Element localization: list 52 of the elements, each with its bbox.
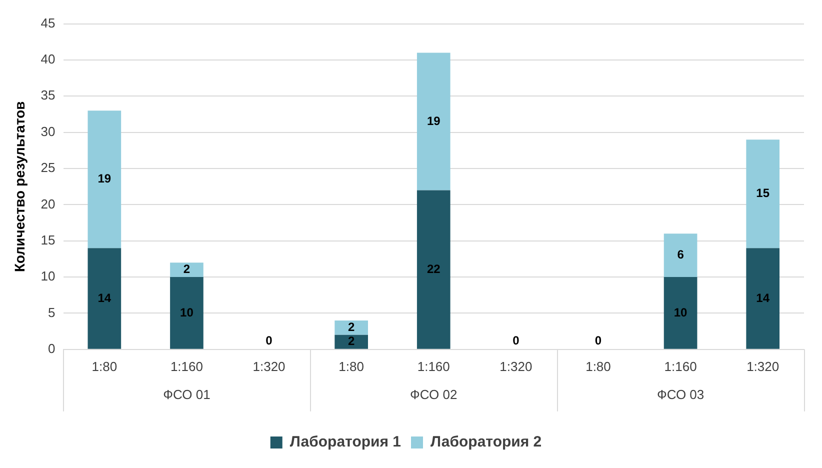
bar [746,248,780,349]
data-label: 19 [426,114,441,128]
x-tick-label: 1:320 [252,358,286,374]
y-tick-label: 40 [40,52,56,67]
x-tick-label: 1:320 [746,358,780,374]
x-tick-label: 1:160 [417,358,450,374]
x-tick-label: 1:80 [586,358,611,374]
x-tick-label: 1:80 [92,358,118,374]
data-label: 14 [98,290,112,305]
bar [334,334,368,349]
bar [416,52,450,190]
x-tick-label: 1:160 [664,358,697,374]
data-label: 0 [594,334,602,348]
data-label: 22 [426,262,441,276]
bar [334,320,368,335]
data-label: 6 [677,248,684,262]
data-label: 10 [674,305,688,320]
data-label: 2 [348,320,355,334]
bar [664,234,698,278]
bar [170,277,204,349]
data-label: 10 [180,305,194,320]
legend-label: Лаборатория 2 [430,434,542,451]
x-tick-label: 1:320 [500,358,532,374]
y-tick-label: 20 [40,196,56,212]
data-label: 2 [183,262,190,276]
bar [88,110,122,248]
y-axis-title: Количество результатов [11,100,28,272]
y-tick-label: 5 [48,304,56,320]
text: ФСО 01 [163,386,210,402]
text: ФСО 03 [656,386,704,402]
bar [746,140,780,248]
y-tick-label: 0 [48,340,56,356]
legend-label: Лаборатория 1 [290,434,402,451]
data-label: 15 [756,186,770,200]
x-tick-label: 1:160 [170,358,203,374]
data-label: 0 [512,334,520,348]
y-tick-label: 15 [40,232,56,248]
bar [88,248,122,349]
data-label: 0 [266,334,273,348]
y-tick-label: 25 [40,160,56,176]
bar [170,262,204,278]
data-label: 19 [98,172,112,186]
bar [664,277,698,349]
y-tick-label: 45 [40,15,56,30]
y-tick-label: 30 [40,124,56,139]
bar [416,190,450,349]
data-label: 2 [348,334,355,348]
y-tick-label: 35 [40,88,56,103]
data-label: 14 [756,290,770,305]
x-tick-label: 1:80 [338,358,364,374]
y-tick-label: 10 [40,268,56,284]
text: ФСО 02 [410,386,458,402]
